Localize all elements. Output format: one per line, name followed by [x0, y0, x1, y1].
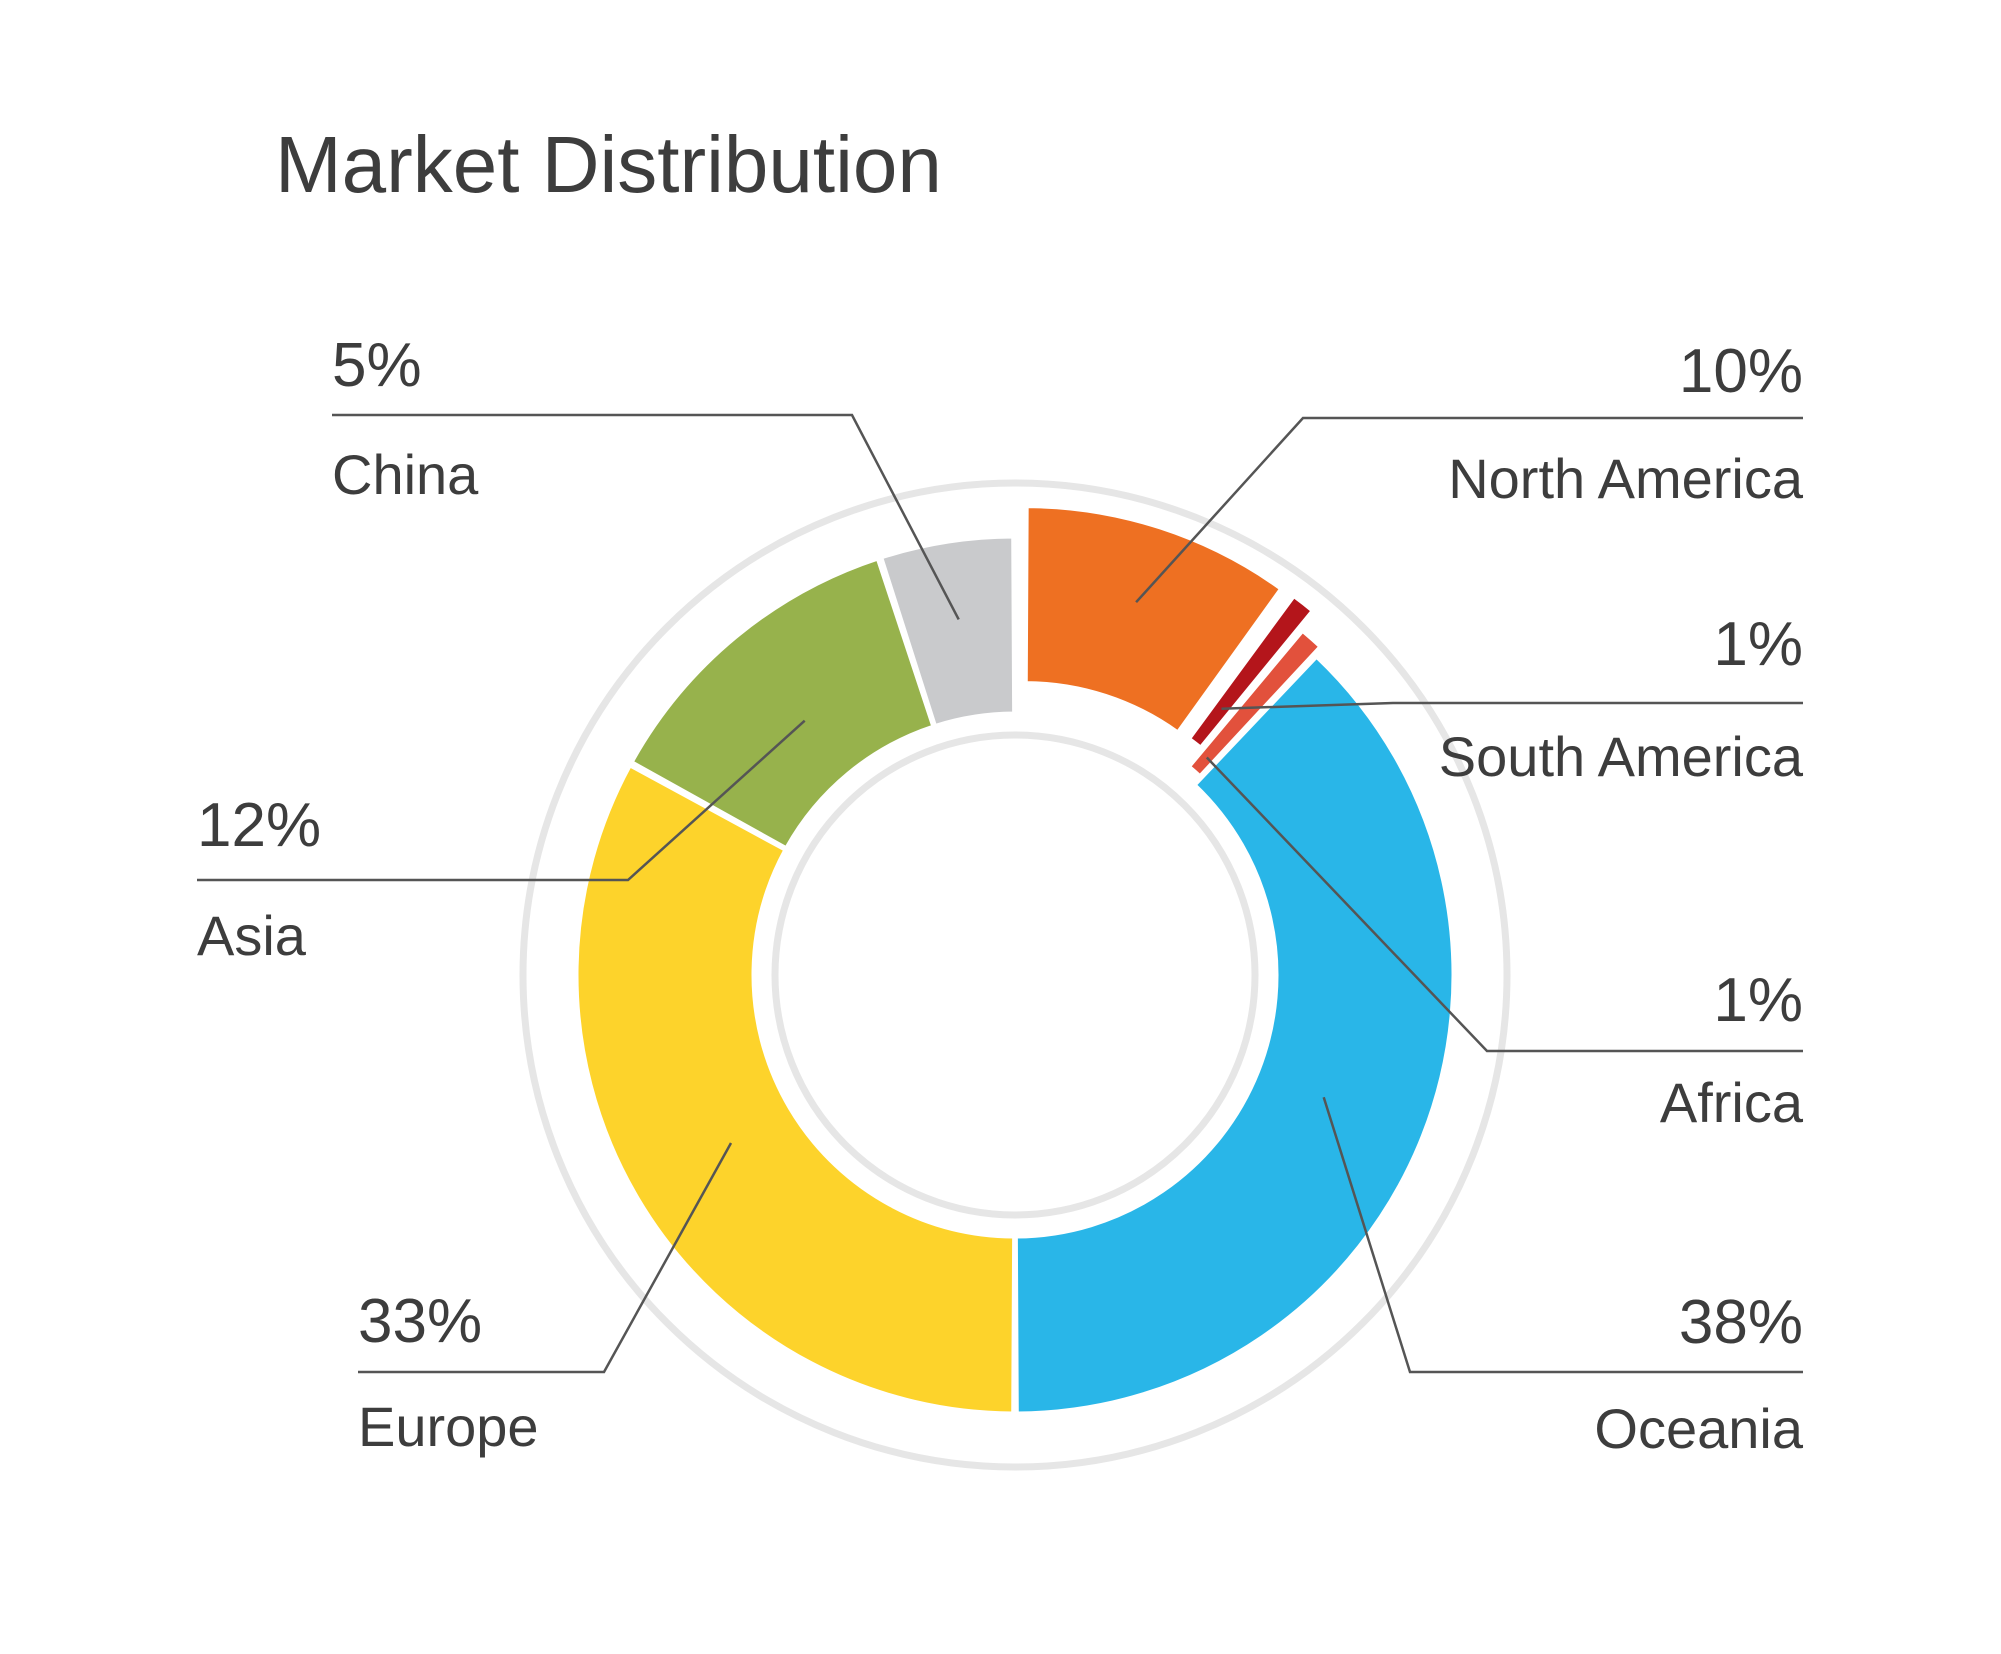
- category-label-south-america: South America: [1439, 725, 1804, 788]
- slices-group: [575, 505, 1455, 1415]
- slice-europe: [575, 763, 1016, 1415]
- slice-south-america: [1187, 594, 1315, 750]
- category-label-oceania: Oceania: [1594, 1397, 1803, 1460]
- leader-line-china: [332, 413, 960, 620]
- inner-ring: [771, 731, 1259, 1219]
- slice-africa: [1187, 629, 1322, 778]
- chart-title: Market Distribution: [275, 120, 942, 209]
- labels-group: 10% North America 1% South America 1% Africa 3…: [197, 331, 1804, 1460]
- slice-north-america: [1024, 505, 1283, 734]
- value-label-europe: 33%: [358, 1287, 482, 1356]
- outer-ring: [519, 479, 1511, 1471]
- category-label-africa: Africa: [1660, 1071, 1804, 1134]
- value-label-oceania: 38%: [1679, 1288, 1803, 1357]
- slice-asia: [630, 557, 935, 850]
- leader-line-africa: [1205, 756, 1803, 1053]
- leader-line-south-america: [1221, 701, 1803, 710]
- category-label-china: China: [332, 443, 479, 506]
- category-label-asia: Asia: [197, 904, 307, 967]
- value-label-asia: 12%: [197, 791, 321, 860]
- leader-line-europe: [358, 1142, 733, 1374]
- value-label-china: 5%: [332, 331, 422, 400]
- leader-line-oceania: [1322, 1096, 1803, 1374]
- slice-china: [879, 535, 1016, 728]
- category-label-europe: Europe: [358, 1395, 539, 1458]
- leader-line-north-america: [1135, 416, 1803, 604]
- value-label-africa: 1%: [1713, 966, 1803, 1035]
- value-label-south-america: 1%: [1713, 610, 1803, 679]
- leader-line-asia: [197, 719, 806, 882]
- leader-lines-group: [197, 413, 1803, 1374]
- slice-oceania: [1014, 655, 1455, 1415]
- value-label-north-america: 10%: [1679, 337, 1803, 406]
- category-label-north-america: North America: [1448, 447, 1804, 510]
